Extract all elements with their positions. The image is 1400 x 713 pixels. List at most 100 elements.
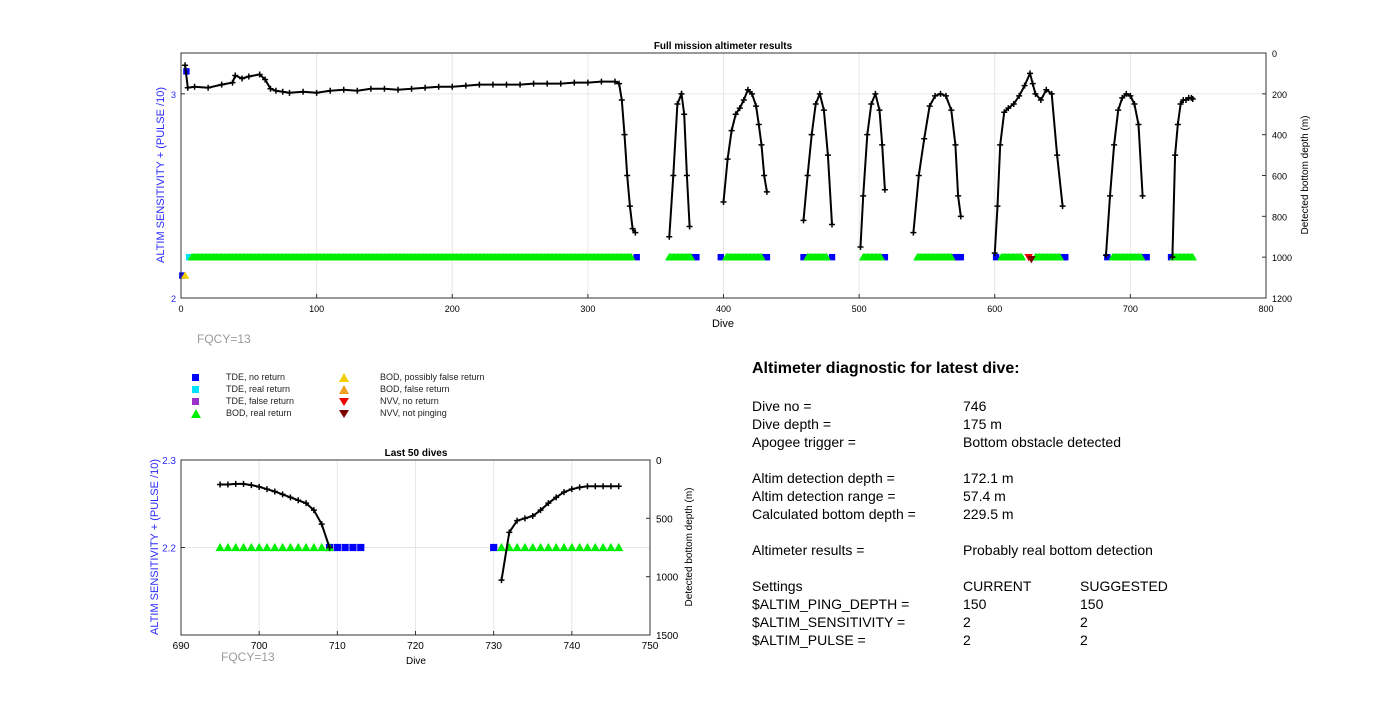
depth-point bbox=[310, 507, 317, 514]
triangle-down-marker bbox=[1027, 256, 1036, 264]
depth-point bbox=[812, 101, 819, 108]
main-ticks: 0 100 200 300 400 500 600 700 800 2 3 0 200 400 600 800… bbox=[171, 49, 1292, 314]
diag-value: 57.4 m bbox=[963, 488, 1006, 504]
setting-suggested: 2 bbox=[1080, 632, 1088, 648]
triangle-up-marker bbox=[686, 252, 696, 261]
depth-point bbox=[544, 80, 551, 87]
depth-point bbox=[592, 483, 599, 490]
depth-point bbox=[1169, 254, 1176, 261]
square-marker bbox=[881, 253, 889, 261]
legend-label: TDE, false return bbox=[226, 396, 295, 406]
depth-point bbox=[932, 92, 939, 99]
depth-point bbox=[915, 172, 922, 179]
depth-point bbox=[232, 72, 239, 79]
main-title: Full mission altimeter results bbox=[654, 41, 793, 52]
x-tick-label: 740 bbox=[563, 641, 580, 652]
y2-tick-label: 400 bbox=[1272, 131, 1287, 141]
y2-tick-label: 1200 bbox=[1272, 294, 1292, 304]
depth-line bbox=[184, 65, 637, 234]
depth-point bbox=[191, 83, 198, 90]
depth-point bbox=[1115, 107, 1122, 114]
depth-point bbox=[279, 88, 286, 95]
last50-ticks: 690 700 710 720 730 740 750 2.2 2.3 0 500 1000 1500 bbox=[162, 456, 679, 652]
depth-point bbox=[666, 233, 673, 240]
x-tick-label: 750 bbox=[642, 641, 659, 652]
triangle-up-marker bbox=[876, 252, 886, 261]
main-ylabel-right: Detected bottom depth (m) bbox=[1300, 116, 1311, 235]
triangle-up-marker bbox=[285, 542, 296, 552]
diag-value: 229.5 m bbox=[963, 506, 1014, 522]
depth-point bbox=[864, 131, 871, 138]
depth-point bbox=[868, 101, 875, 108]
diag-value: 172.1 m bbox=[963, 470, 1014, 486]
last50-title: Last 50 dives bbox=[385, 448, 448, 459]
depth-point bbox=[514, 517, 521, 524]
y-tick-label: 3 bbox=[171, 90, 176, 100]
depth-point bbox=[462, 82, 469, 89]
last50-fqcy-label: FQCY=13 bbox=[221, 650, 275, 664]
depth-point bbox=[800, 217, 807, 224]
settings-header-row: Settings CURRENT SUGGESTED bbox=[752, 578, 1352, 596]
last50-ylabel-left: ALTIM SENSITIVITY + (PULSE /10) bbox=[149, 459, 161, 635]
triangle-up-marker bbox=[551, 542, 561, 552]
setting-current: 2 bbox=[963, 632, 971, 648]
depth-line bbox=[1105, 92, 1144, 256]
depth-point bbox=[354, 87, 361, 94]
legend-label: NVV, no return bbox=[380, 396, 439, 406]
depth-point bbox=[584, 79, 591, 86]
triangle-up-marker bbox=[535, 542, 546, 552]
triangle-up-marker bbox=[822, 252, 831, 261]
depth-point bbox=[804, 172, 811, 179]
depth-point bbox=[857, 243, 864, 250]
triangle-up-marker bbox=[512, 542, 522, 552]
square-marker bbox=[185, 253, 193, 261]
depth-point bbox=[744, 86, 751, 93]
triangle-up-marker bbox=[293, 542, 303, 552]
depth-point bbox=[224, 481, 231, 488]
depth-point bbox=[1127, 92, 1134, 99]
depth-point bbox=[537, 507, 544, 514]
triangle-up-marker bbox=[1017, 252, 1027, 261]
legend-marker bbox=[192, 386, 199, 393]
settings-row: $ALTIM_PULSE = 2 2 bbox=[752, 632, 1352, 650]
settings-row: $ALTIM_SENSITIVITY = 2 2 bbox=[752, 614, 1352, 632]
x-tick-label: 700 bbox=[1123, 304, 1138, 314]
square-marker bbox=[957, 253, 965, 261]
triangle-up-marker bbox=[559, 542, 569, 552]
triangle-up-marker bbox=[301, 542, 311, 552]
triangle-up-marker bbox=[1137, 252, 1146, 261]
square-marker bbox=[1104, 253, 1111, 261]
depth-point bbox=[272, 87, 279, 94]
depth-point bbox=[1174, 121, 1181, 128]
y2-tick-label: 1500 bbox=[656, 631, 679, 642]
depth-point bbox=[313, 89, 320, 96]
depth-point bbox=[205, 84, 212, 91]
depth-point bbox=[529, 513, 536, 519]
depth-point bbox=[553, 494, 560, 501]
main-xlabel: Dive bbox=[712, 318, 734, 330]
diagnostic-row: Dive no = 746 bbox=[752, 398, 1352, 416]
triangle-up-marker bbox=[614, 542, 624, 552]
triangle-up-marker bbox=[496, 542, 507, 552]
depth-point bbox=[607, 483, 614, 490]
depth-point bbox=[449, 83, 456, 90]
triangle-up-marker bbox=[575, 542, 585, 552]
triangle-up-marker bbox=[543, 542, 553, 552]
depth-point bbox=[612, 78, 618, 85]
square-marker bbox=[341, 543, 349, 552]
diag-value: Bottom obstacle detected bbox=[963, 434, 1121, 450]
depth-point bbox=[229, 79, 236, 86]
depth-point bbox=[736, 105, 743, 112]
depth-point bbox=[182, 62, 189, 69]
depth-point bbox=[681, 111, 688, 118]
depth-point bbox=[632, 229, 639, 236]
triangle-up-marker bbox=[215, 542, 225, 552]
x-tick-label: 600 bbox=[987, 304, 1002, 314]
depth-point bbox=[435, 83, 442, 90]
legend-label: TDE, real return bbox=[226, 384, 291, 394]
depth-point bbox=[327, 87, 334, 94]
depth-point bbox=[624, 172, 631, 179]
depth-point bbox=[489, 81, 496, 88]
main-ylabel-left: ALTIM SENSITIVITY + (PULSE /10) bbox=[155, 87, 167, 263]
triangle-up-marker bbox=[238, 542, 249, 552]
